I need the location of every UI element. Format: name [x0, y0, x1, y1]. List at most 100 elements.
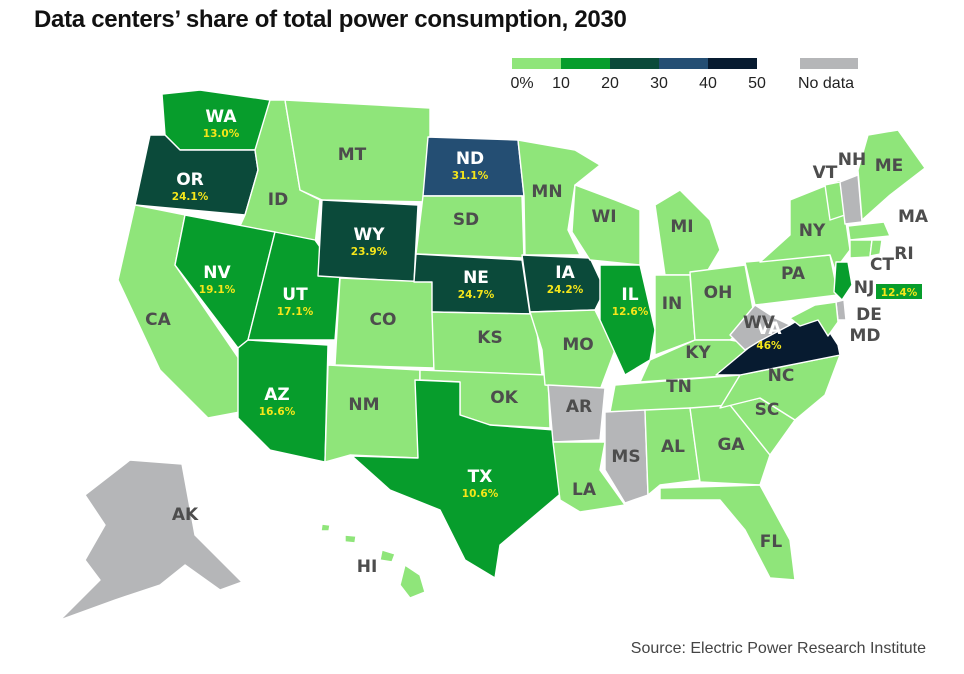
state-label-MN: MN — [531, 182, 562, 202]
state-AZ — [237, 339, 329, 463]
state-HI-oahu — [344, 534, 357, 544]
state-label-WI: WI — [591, 207, 616, 227]
state-MN — [517, 139, 601, 256]
state-label-DE: DE — [856, 305, 882, 325]
state-label-NC: NC — [768, 366, 795, 386]
state-value-AZ: 16.6% — [259, 406, 296, 418]
state-label-ME: ME — [875, 156, 904, 176]
state-TX — [351, 379, 566, 579]
legend-no-data-label: No data — [798, 75, 855, 92]
state-value-IL: 12.6% — [612, 306, 649, 318]
legend-swatch-0-10 — [512, 58, 561, 69]
state-ME — [857, 129, 926, 221]
state-label-KS: KS — [477, 328, 502, 348]
state-value-IA: 24.2% — [547, 284, 584, 296]
state-value-UT: 17.1% — [277, 306, 314, 318]
state-label-MI: MI — [670, 217, 693, 237]
state-value-NV: 19.1% — [199, 284, 236, 296]
state-value-OR: 24.1% — [172, 191, 209, 203]
state-value-NJ: 12.4% — [881, 287, 918, 299]
state-label-KY: KY — [685, 343, 711, 363]
state-label-OK: OK — [490, 388, 518, 408]
state-label-AK: AK — [172, 505, 199, 525]
state-label-CO: CO — [370, 310, 397, 330]
state-value-ND: 31.1% — [452, 170, 489, 182]
state-HI-kauai — [320, 523, 331, 532]
state-label-AR: AR — [566, 397, 592, 417]
state-label-NE: NE — [463, 268, 489, 288]
legend: 0% 10 20 30 40 50 No data — [510, 58, 892, 98]
state-NJ — [833, 261, 853, 301]
map-title: Data centers’ share of total power consu… — [34, 6, 627, 33]
state-label-IA: IA — [555, 263, 575, 283]
legend-no-data-swatch — [800, 58, 858, 69]
source-note: Source: Electric Power Research Institut… — [630, 640, 926, 657]
state-label-HI: HI — [357, 557, 378, 577]
state-label-NH: NH — [838, 150, 866, 170]
state-NH — [839, 174, 863, 225]
state-label-NJ: NJ — [854, 278, 875, 298]
state-label-LA: LA — [572, 480, 597, 500]
state-label-OR: OR — [176, 170, 204, 190]
state-HI-maui — [379, 549, 396, 563]
state-label-WY: WY — [353, 225, 385, 245]
state-label-AL: AL — [661, 437, 685, 457]
state-UT — [247, 231, 341, 341]
state-label-SC: SC — [755, 400, 780, 420]
state-value-WY: 23.9% — [351, 246, 388, 258]
state-HI-big-island — [399, 564, 426, 599]
legend-tick: 40 — [699, 75, 717, 92]
state-label-ID: ID — [268, 190, 288, 210]
state-label-PA: PA — [781, 264, 806, 284]
legend-tick: 30 — [650, 75, 668, 92]
state-label-UT: UT — [282, 285, 308, 305]
state-label-OH: OH — [704, 283, 733, 303]
state-MA — [847, 221, 891, 241]
state-label-SD: SD — [453, 210, 479, 230]
state-AK — [59, 459, 243, 621]
legend-swatch-10-20 — [561, 58, 610, 69]
state-MS — [604, 409, 649, 504]
state-label-MA: MA — [898, 207, 929, 227]
state-label-NV: NV — [203, 263, 231, 283]
state-label-MD: MD — [849, 326, 880, 346]
state-label-IN: IN — [662, 294, 683, 314]
state-MD — [789, 301, 839, 337]
state-label-CT: CT — [870, 255, 894, 275]
state-label-GA: GA — [717, 435, 745, 455]
state-label-IL: IL — [621, 285, 638, 305]
nj-callout-box — [876, 284, 922, 299]
legend-swatch-30-40 — [659, 58, 708, 69]
state-label-FL: FL — [760, 532, 783, 552]
state-RI — [869, 239, 883, 257]
state-label-AZ: AZ — [264, 385, 289, 405]
state-label-TN: TN — [666, 377, 692, 397]
state-AR — [547, 384, 606, 443]
legend-tick: 50 — [748, 75, 766, 92]
state-value-VA: 46% — [756, 340, 782, 352]
state-FL — [659, 484, 796, 581]
state-label-VT: VT — [813, 163, 838, 183]
legend-tick: 20 — [601, 75, 619, 92]
state-value-WA: 13.0% — [203, 128, 240, 140]
state-label-ND: ND — [456, 149, 484, 169]
state-label-TX: TX — [468, 467, 493, 487]
state-label-MT: MT — [338, 145, 367, 165]
legend-swatch-20-30 — [610, 58, 659, 69]
state-label-WV: WV — [743, 313, 776, 333]
state-label-VA: VA — [756, 319, 782, 339]
state-MT — [284, 99, 431, 203]
state-label-MS: MS — [611, 447, 640, 467]
state-label-CA: CA — [145, 310, 171, 330]
state-label-MO: MO — [562, 335, 593, 355]
legend-tick: 10 — [552, 75, 570, 92]
legend-tick: 0% — [510, 75, 534, 92]
state-AL — [644, 407, 701, 496]
state-value-TX: 10.6% — [462, 488, 499, 500]
state-label-RI: RI — [894, 244, 913, 264]
state-CT — [849, 239, 873, 259]
state-label-NY: NY — [799, 221, 826, 241]
state-label-WA: WA — [205, 107, 237, 127]
state-value-NE: 24.7% — [458, 289, 495, 301]
